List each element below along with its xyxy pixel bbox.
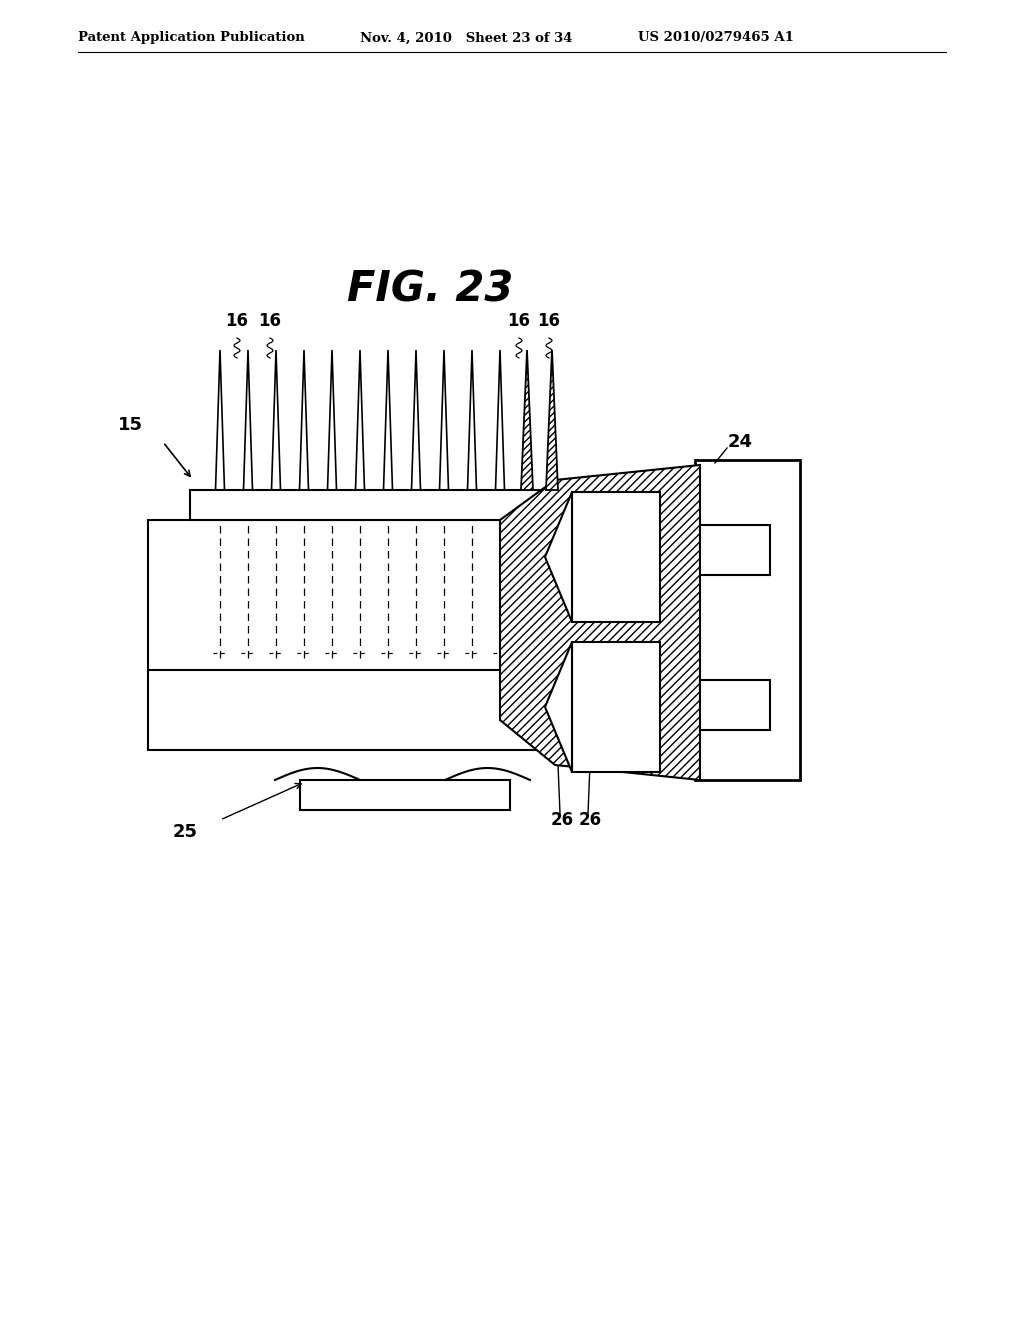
- Bar: [190, 490, 565, 520]
- Text: 15: 15: [118, 416, 143, 434]
- Text: US 2010/0279465 A1: US 2010/0279465 A1: [638, 32, 794, 45]
- Bar: [148, 520, 573, 750]
- Bar: [700, 680, 770, 730]
- Bar: [572, 492, 660, 622]
- Text: 26: 26: [551, 810, 573, 829]
- Text: 16: 16: [258, 312, 282, 330]
- Text: Patent Application Publication: Patent Application Publication: [78, 32, 305, 45]
- Text: 24: 24: [728, 433, 753, 451]
- Bar: [700, 525, 770, 576]
- Polygon shape: [500, 465, 700, 780]
- Text: 16: 16: [225, 312, 249, 330]
- Text: 26: 26: [579, 810, 601, 829]
- Text: 25: 25: [172, 822, 198, 841]
- Polygon shape: [521, 350, 534, 490]
- Polygon shape: [546, 350, 558, 490]
- Bar: [550, 480, 572, 760]
- Bar: [695, 459, 800, 780]
- Polygon shape: [545, 642, 572, 772]
- Text: FIG. 23: FIG. 23: [347, 269, 513, 312]
- Text: 16: 16: [508, 312, 530, 330]
- Text: 16: 16: [538, 312, 560, 330]
- Text: Nov. 4, 2010   Sheet 23 of 34: Nov. 4, 2010 Sheet 23 of 34: [360, 32, 572, 45]
- Bar: [300, 780, 510, 810]
- Polygon shape: [545, 492, 572, 622]
- Bar: [572, 642, 660, 772]
